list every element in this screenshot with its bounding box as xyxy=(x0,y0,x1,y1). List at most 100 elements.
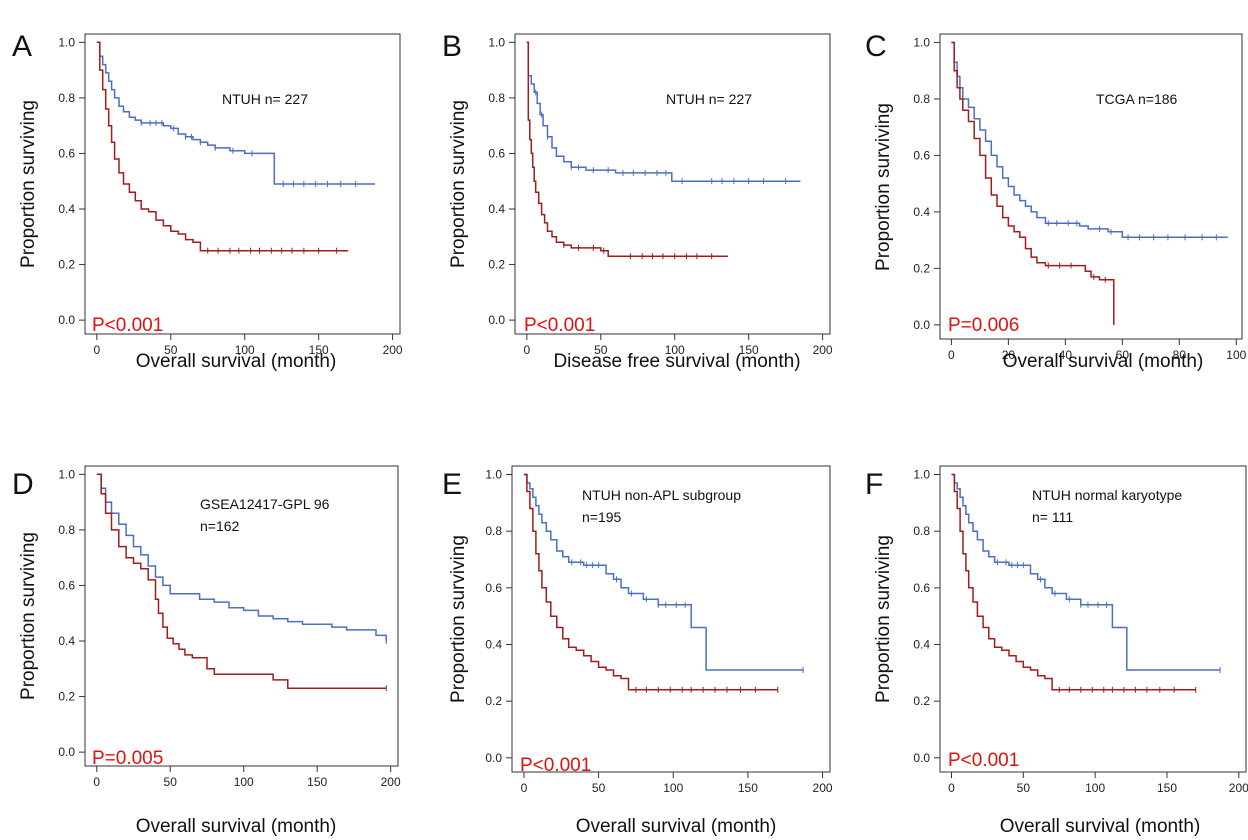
survival-curve-series-2 xyxy=(951,473,1196,691)
y-tick-label: 1.0 xyxy=(58,35,75,49)
y-axis-title: Proportion surviving xyxy=(873,535,894,703)
x-tick-label: 100 xyxy=(663,781,683,795)
x-tick-label: 50 xyxy=(164,775,178,789)
y-tick-label: 1.0 xyxy=(913,35,930,49)
plot-frame xyxy=(939,465,1247,773)
y-tick-label: 0.0 xyxy=(913,318,930,332)
y-tick-label: 0.2 xyxy=(58,258,75,272)
panel-letter: D xyxy=(12,468,34,501)
x-tick-label: 200 xyxy=(813,781,833,795)
x-tick-label: 150 xyxy=(739,343,759,357)
annotation-label: NTUH normal karyotype xyxy=(1032,487,1182,503)
y-tick-label: 0.2 xyxy=(485,694,502,708)
chart-panel-a: A 0.0 0.2 0.4 0.6 0.8 1.0 0 50 100 150 200 Overall s… xyxy=(12,30,403,372)
x-tick-label: 50 xyxy=(164,343,178,357)
annotation-label: n= 111 xyxy=(1032,509,1073,525)
y-tick-label: 0.8 xyxy=(58,91,75,105)
y-axis-title: Proportion surviving xyxy=(18,100,39,268)
survival-curve-series-2 xyxy=(526,41,728,257)
annotation-label: GSEA12417-GPL 96 xyxy=(200,496,330,512)
y-tick-label: 0.8 xyxy=(488,91,505,105)
plot-frame xyxy=(511,465,831,773)
x-tick-label: 0 xyxy=(93,343,100,357)
y-tick-label: 1.0 xyxy=(58,467,75,481)
y-tick-label: 0.8 xyxy=(913,524,930,538)
chart-panel-b: B 0.0 0.2 0.4 0.6 0.8 1.0 0 50 100 150 200 Disease f… xyxy=(442,30,833,372)
p-value-label: P<0.001 xyxy=(92,315,163,336)
y-axis-title: Proportion surviving xyxy=(448,535,469,703)
y-axis-title: Proportion surviving xyxy=(873,103,894,271)
chart-panel-c: C 0.0 0.2 0.4 0.6 0.8 1.0 0 20 40 60 80 100 Overall s… xyxy=(865,30,1247,372)
survival-curve-series-1 xyxy=(96,473,387,641)
y-tick-label: 0.8 xyxy=(913,92,930,106)
survival-curve-series-1 xyxy=(523,473,804,671)
annotation-label: n=195 xyxy=(582,509,622,525)
x-tick-label: 50 xyxy=(1017,781,1031,795)
y-tick-label: 0.6 xyxy=(58,578,75,592)
x-tick-label: 200 xyxy=(383,343,403,357)
annotation-label: NTUH n= 227 xyxy=(666,91,752,107)
annotation-label: NTUH n= 227 xyxy=(222,91,308,107)
x-tick-label: 50 xyxy=(594,343,608,357)
y-tick-label: 0.2 xyxy=(488,258,505,272)
x-tick-label: 0 xyxy=(523,343,530,357)
y-tick-label: 0.4 xyxy=(58,202,75,216)
x-tick-label: 60 xyxy=(1116,348,1130,362)
annotation-label: n=162 xyxy=(200,518,240,534)
y-tick-label: 0.0 xyxy=(58,745,75,759)
p-value-label: P<0.001 xyxy=(524,315,595,336)
plot-frame xyxy=(514,33,831,335)
y-tick-label: 0.2 xyxy=(913,694,930,708)
x-tick-label: 20 xyxy=(1002,348,1016,362)
annotation-label: NTUH non-APL subgroup xyxy=(582,487,741,503)
x-axis-title: Overall survival (month) xyxy=(1000,816,1201,837)
panel-letter: A xyxy=(12,30,32,63)
survival-curve-series-2 xyxy=(96,473,387,689)
panel-letter: E xyxy=(442,468,462,501)
p-value-label: P=0.005 xyxy=(92,748,163,769)
plot-frame xyxy=(939,33,1243,340)
y-tick-label: 0.4 xyxy=(913,205,930,219)
y-tick-label: 0.0 xyxy=(58,313,75,327)
panel-letter: B xyxy=(442,30,462,63)
x-tick-label: 100 xyxy=(234,775,254,789)
y-tick-label: 0.8 xyxy=(485,524,502,538)
x-tick-label: 200 xyxy=(1229,781,1248,795)
y-tick-label: 0.6 xyxy=(488,146,505,160)
x-tick-label: 0 xyxy=(521,781,528,795)
y-tick-label: 0.6 xyxy=(913,581,930,595)
x-tick-label: 150 xyxy=(1157,781,1177,795)
survival-curve-series-2 xyxy=(951,41,1115,325)
plot-frame xyxy=(84,465,399,767)
x-tick-label: 80 xyxy=(1173,348,1187,362)
p-value-label: P<0.001 xyxy=(948,750,1019,771)
x-tick-label: 0 xyxy=(93,775,100,789)
x-axis-title: Overall survival (month) xyxy=(576,816,777,837)
y-tick-label: 1.0 xyxy=(913,468,930,482)
panel-letter: C xyxy=(865,30,887,63)
survival-curve-series-2 xyxy=(523,473,778,691)
x-tick-label: 150 xyxy=(309,343,329,357)
y-tick-label: 0.0 xyxy=(485,751,502,765)
y-tick-label: 0.2 xyxy=(58,690,75,704)
y-tick-label: 0.2 xyxy=(913,261,930,275)
y-tick-label: 0.6 xyxy=(913,148,930,162)
x-tick-label: 50 xyxy=(592,781,606,795)
p-value-label: P<0.001 xyxy=(520,755,591,776)
x-tick-label: 40 xyxy=(1059,348,1073,362)
y-tick-label: 0.4 xyxy=(913,638,930,652)
y-tick-label: 1.0 xyxy=(485,468,502,482)
x-tick-label: 100 xyxy=(665,343,685,357)
chart-panel-d: D 0.0 0.2 0.4 0.6 0.8 1.0 0 50 100 150 200 Overall s… xyxy=(12,465,401,837)
survival-curve-series-1 xyxy=(951,41,1228,239)
survival-curve-series-1 xyxy=(526,41,801,182)
plot-frame xyxy=(84,33,401,335)
x-tick-label: 0 xyxy=(948,348,955,362)
y-tick-label: 1.0 xyxy=(488,35,505,49)
y-tick-label: 0.0 xyxy=(488,313,505,327)
chart-panel-e: E 0.0 0.2 0.4 0.6 0.8 1.0 0 50 100 150 200 Overall s… xyxy=(442,465,833,837)
x-tick-label: 0 xyxy=(948,781,955,795)
y-tick-label: 0.6 xyxy=(485,581,502,595)
y-axis-title: Proportion surviving xyxy=(18,532,39,700)
